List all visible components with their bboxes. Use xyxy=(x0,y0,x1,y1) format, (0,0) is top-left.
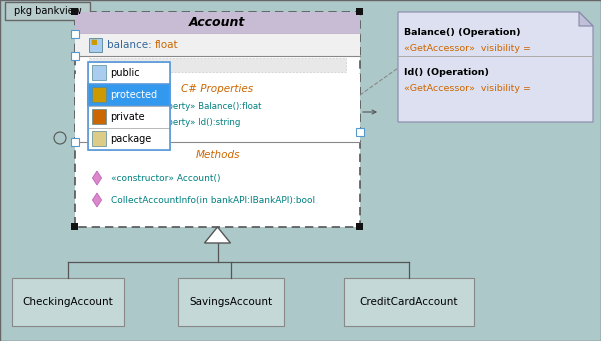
Text: public: public xyxy=(110,68,139,78)
Bar xyxy=(88,62,170,84)
Text: «GetAccessor»  visibility =: «GetAccessor» visibility = xyxy=(404,84,531,93)
Bar xyxy=(88,84,170,106)
Bar xyxy=(12,278,124,326)
Text: ■: ■ xyxy=(93,88,100,94)
Polygon shape xyxy=(93,193,102,207)
Bar xyxy=(71,138,79,146)
Text: Balance() (Operation): Balance() (Operation) xyxy=(404,28,520,37)
Bar xyxy=(178,278,284,326)
Text: ■: ■ xyxy=(90,39,97,45)
Polygon shape xyxy=(204,227,231,243)
Bar xyxy=(75,74,360,142)
Text: «GetAccessor, property» Balance():float: «GetAccessor, property» Balance():float xyxy=(89,102,261,111)
Bar xyxy=(71,30,79,38)
Text: Methods: Methods xyxy=(195,150,240,160)
Text: «GetAccessor, property» Id():string: «GetAccessor, property» Id():string xyxy=(89,118,240,127)
Text: CheckingAccount: CheckingAccount xyxy=(23,297,114,307)
Bar xyxy=(92,131,106,146)
Text: CreditCardAccount: CreditCardAccount xyxy=(360,297,458,307)
Polygon shape xyxy=(579,12,593,26)
Text: package: package xyxy=(110,134,151,144)
Text: «GetAccessor»  visibility =: «GetAccessor» visibility = xyxy=(404,44,531,53)
Bar xyxy=(344,278,474,326)
Text: «constructor» Account(): «constructor» Account() xyxy=(111,174,221,183)
Bar xyxy=(92,65,106,80)
Text: Id() (Operation): Id() (Operation) xyxy=(404,68,489,77)
Bar xyxy=(356,128,364,136)
Bar xyxy=(89,38,102,52)
Text: CollectAccountInfo(in bankAPI:IBankAPI):bool: CollectAccountInfo(in bankAPI:IBankAPI):… xyxy=(111,196,315,205)
Bar xyxy=(89,58,346,72)
Bar xyxy=(75,34,360,56)
Text: pkg bankview: pkg bankview xyxy=(14,6,81,16)
Bar xyxy=(88,128,170,150)
Bar xyxy=(71,8,78,15)
Polygon shape xyxy=(398,12,593,122)
Bar xyxy=(92,109,106,124)
Bar xyxy=(71,223,78,230)
Text: float: float xyxy=(155,40,178,50)
Bar xyxy=(88,62,170,150)
Text: protected: protected xyxy=(110,90,157,100)
Bar xyxy=(75,12,360,34)
Bar xyxy=(356,8,363,15)
Text: private: private xyxy=(110,112,145,122)
Text: SavingsAccount: SavingsAccount xyxy=(189,297,273,307)
Bar xyxy=(5,2,90,20)
Bar xyxy=(356,223,363,230)
Bar xyxy=(92,87,106,102)
Polygon shape xyxy=(93,171,102,185)
Bar xyxy=(75,12,360,227)
Bar xyxy=(88,106,170,128)
Text: Account: Account xyxy=(189,16,246,30)
Text: balance:: balance: xyxy=(107,40,151,50)
Bar xyxy=(71,52,79,60)
Text: C# Properties: C# Properties xyxy=(182,84,254,94)
